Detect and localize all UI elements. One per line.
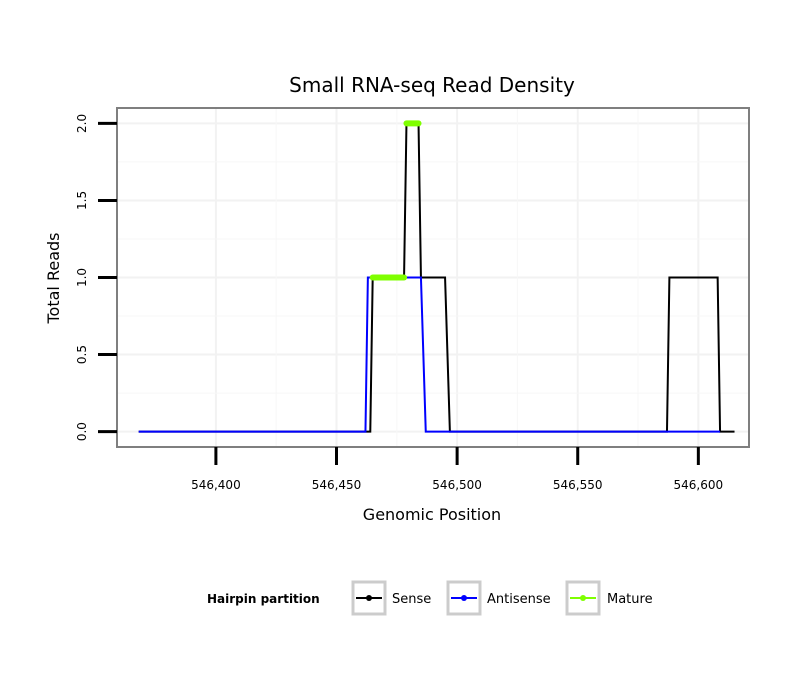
y-tick-label-0: 0.0 xyxy=(75,422,89,441)
x-tick-label-1: 546,450 xyxy=(312,478,362,492)
legend-title: Hairpin partition xyxy=(207,592,320,606)
legend-label-antisense: Antisense xyxy=(487,592,551,607)
y-tick-label-2: 1.0 xyxy=(75,268,89,287)
x-tick-label-2: 546,500 xyxy=(432,478,482,492)
x-tick-label-4: 546,600 xyxy=(674,478,724,492)
legend-point-antisense xyxy=(461,595,467,601)
y-tick-label-3: 1.5 xyxy=(75,191,89,210)
y-axis: 0.0 0.5 1.0 1.5 2.0 xyxy=(75,114,117,441)
legend-point-sense xyxy=(366,595,372,601)
x-axis-title: Genomic Position xyxy=(363,505,501,524)
legend-point-mature xyxy=(580,595,586,601)
x-tick-label-0: 546,400 xyxy=(191,478,241,492)
x-tick-label-3: 546,550 xyxy=(553,478,603,492)
x-axis: 546,400 546,450 546,500 546,550 546,600 xyxy=(191,447,723,492)
y-axis-title: Total Reads xyxy=(44,233,63,325)
y-tick-label-4: 2.0 xyxy=(75,114,89,133)
legend-label-sense: Sense xyxy=(392,592,431,607)
y-tick-label-1: 0.5 xyxy=(75,345,89,364)
series-layer xyxy=(138,120,735,433)
legend: Hairpin partition Sense Antisense Mature xyxy=(207,580,653,616)
legend-label-mature: Mature xyxy=(607,592,653,607)
chart-title: Small RNA-seq Read Density xyxy=(289,73,575,97)
